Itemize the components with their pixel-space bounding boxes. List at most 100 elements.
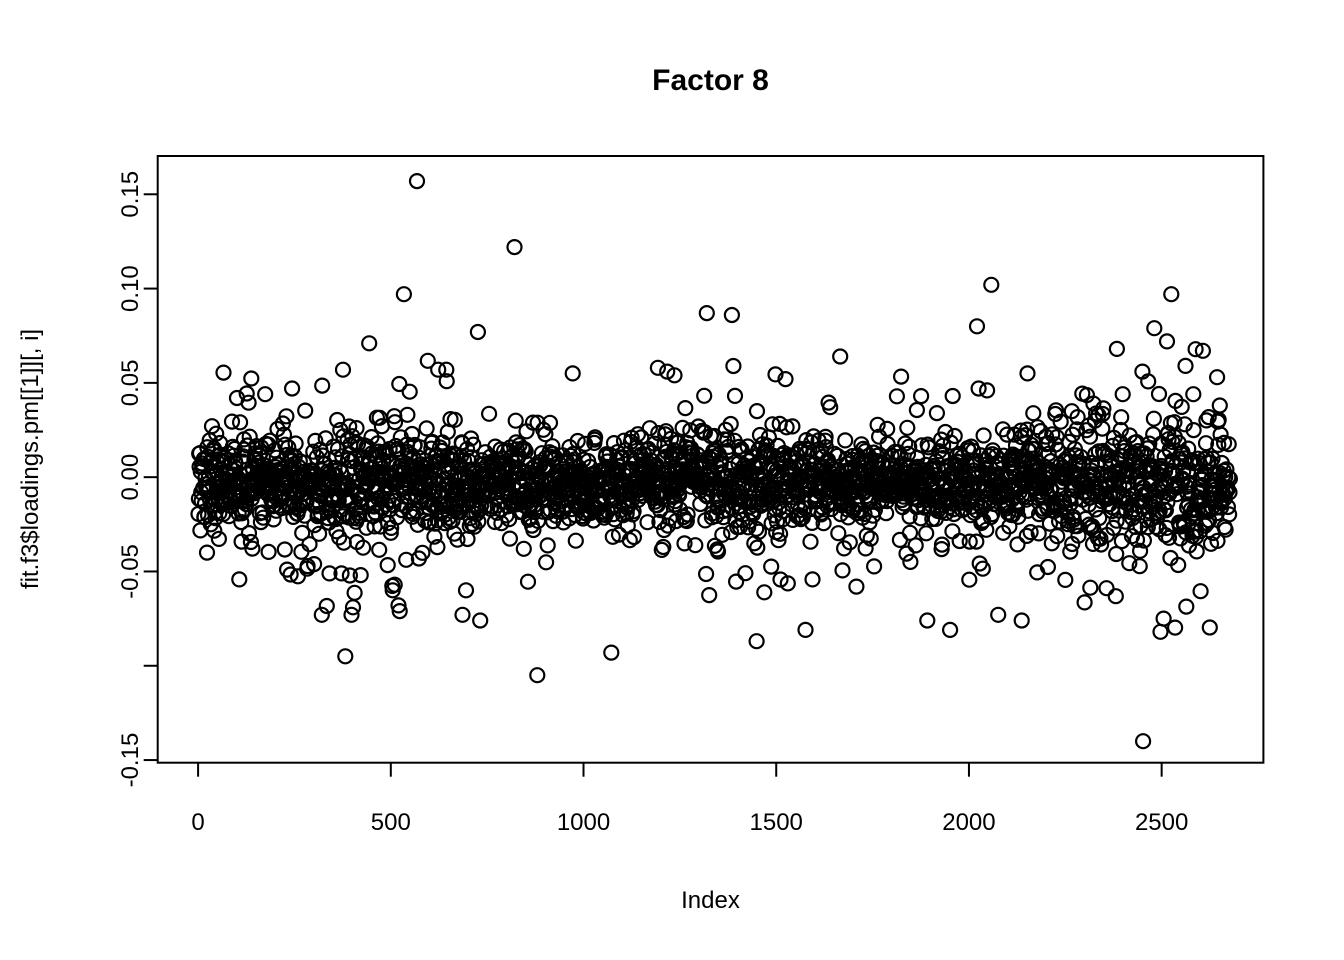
data-point xyxy=(879,420,896,437)
data-point xyxy=(1141,435,1158,452)
data-point xyxy=(907,537,924,554)
data-point xyxy=(382,524,399,541)
data-point xyxy=(944,387,961,405)
data-point xyxy=(961,533,978,550)
data-point xyxy=(751,426,769,444)
data-point xyxy=(1012,422,1030,439)
data-point xyxy=(299,557,316,575)
data-point xyxy=(674,419,691,436)
data-point xyxy=(208,425,225,442)
data-point xyxy=(946,427,963,445)
data-point xyxy=(278,408,295,425)
data-point xyxy=(727,573,745,590)
data-point xyxy=(774,511,791,528)
data-point xyxy=(714,503,732,520)
data-point xyxy=(1030,525,1047,542)
data-point xyxy=(891,531,909,549)
data-point xyxy=(1113,532,1131,550)
data-point xyxy=(1098,580,1115,597)
data-point xyxy=(817,428,834,445)
data-point xyxy=(470,513,487,530)
data-point xyxy=(306,555,323,573)
data-point xyxy=(748,520,765,537)
data-point xyxy=(1062,543,1079,560)
data-point xyxy=(1025,405,1042,422)
data-point xyxy=(287,435,304,452)
data-point xyxy=(517,443,534,460)
data-point xyxy=(822,399,839,416)
data-point xyxy=(1152,623,1169,640)
data-point xyxy=(408,173,426,190)
data-point xyxy=(968,318,986,335)
data-point xyxy=(1194,342,1212,359)
data-point xyxy=(331,529,348,546)
data-point xyxy=(865,558,883,575)
data-point xyxy=(297,402,314,419)
data-point xyxy=(361,335,378,352)
data-point xyxy=(837,432,854,449)
data-point xyxy=(348,420,365,437)
data-point xyxy=(777,371,794,388)
data-point xyxy=(334,361,352,378)
data-point xyxy=(519,573,537,590)
data-point xyxy=(284,380,301,397)
data-point xyxy=(778,419,795,436)
x-tick-label: 1500 xyxy=(750,809,803,836)
data-point xyxy=(329,411,346,429)
data-point xyxy=(651,513,668,531)
x-axis: 0 500 1000 1500 2000 2500 xyxy=(191,762,1188,836)
data-point xyxy=(1108,512,1125,529)
data-point xyxy=(1107,588,1124,605)
data-point xyxy=(501,530,518,547)
data-point xyxy=(1112,421,1129,439)
data-point xyxy=(659,517,677,534)
data-point xyxy=(1163,286,1180,303)
data-point xyxy=(603,644,620,661)
data-point xyxy=(399,406,416,423)
y-tick-label: 0.10 xyxy=(117,265,144,312)
data-point xyxy=(723,306,741,324)
data-point xyxy=(737,565,754,582)
data-point xyxy=(390,597,407,614)
data-point xyxy=(748,633,765,650)
data-point xyxy=(243,370,260,387)
data-point xyxy=(1185,386,1202,403)
data-point xyxy=(244,540,261,557)
data-point xyxy=(784,418,801,435)
data-point xyxy=(1082,579,1099,596)
data-point xyxy=(1131,558,1148,575)
data-point xyxy=(362,460,379,477)
data-point xyxy=(537,554,555,571)
y-tick-label: 0.15 xyxy=(117,171,144,218)
data-point xyxy=(912,388,930,405)
data-point xyxy=(343,606,360,623)
data-point xyxy=(337,648,354,665)
data-point xyxy=(341,418,358,435)
data-point xyxy=(529,667,546,684)
data-point xyxy=(725,357,742,375)
data-point xyxy=(1192,583,1209,600)
data-point xyxy=(223,413,241,430)
y-tick-label: 0.00 xyxy=(117,454,144,501)
data-point xyxy=(897,435,914,452)
data-point xyxy=(386,414,404,431)
data-point xyxy=(352,566,369,584)
x-tick-label: 500 xyxy=(371,809,411,836)
data-point xyxy=(871,446,888,463)
data-point xyxy=(1220,436,1237,453)
data-point xyxy=(696,387,713,404)
data-point xyxy=(1157,526,1174,544)
data-point xyxy=(951,532,968,550)
data-point xyxy=(639,514,656,531)
data-point xyxy=(446,411,463,428)
data-point xyxy=(1218,461,1235,478)
data-point xyxy=(763,558,780,575)
data-point xyxy=(714,526,731,543)
data-point xyxy=(1209,532,1226,550)
data-point xyxy=(1158,333,1176,350)
data-point xyxy=(1039,558,1057,576)
data-point xyxy=(862,530,879,547)
data-point xyxy=(293,543,310,560)
data-point xyxy=(1108,340,1126,357)
